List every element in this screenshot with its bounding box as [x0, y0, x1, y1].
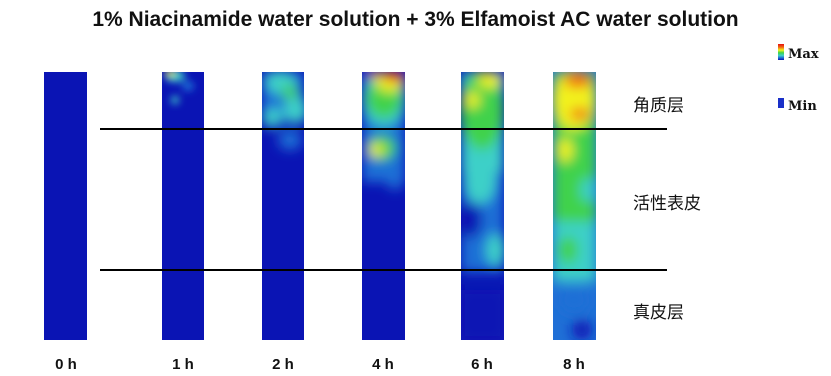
heatmap-column-4h [362, 72, 405, 340]
layer-label-stratum-corneum: 角质层 [633, 96, 684, 115]
time-label-8h: 8 h [563, 356, 585, 373]
time-label-4h: 4 h [372, 356, 394, 373]
heatmap-column-1h [162, 72, 204, 340]
heatmap-column-6h [461, 72, 504, 340]
time-label-2h: 2 h [272, 356, 294, 373]
color-scale-bar-top [778, 44, 784, 60]
layer-label-dermis: 真皮层 [633, 303, 684, 322]
heatmap-column-2h [262, 72, 304, 340]
color-scale-legend: Max Min [778, 44, 819, 114]
heatmap-column-0h [44, 72, 87, 340]
legend-min-label: Min [788, 99, 817, 114]
color-scale-bar-bottom [778, 98, 784, 108]
time-label-6h: 6 h [471, 356, 493, 373]
figure-title: 1% Niacinamide water solution + 3% Elfam… [92, 8, 739, 31]
time-label-0h: 0 h [55, 356, 77, 373]
layer-label-viable-epidermis: 活性表皮 [633, 194, 701, 213]
legend-max-label: Max [788, 47, 819, 62]
time-label-1h: 1 h [172, 356, 194, 373]
heatmap-column-8h [553, 72, 596, 340]
